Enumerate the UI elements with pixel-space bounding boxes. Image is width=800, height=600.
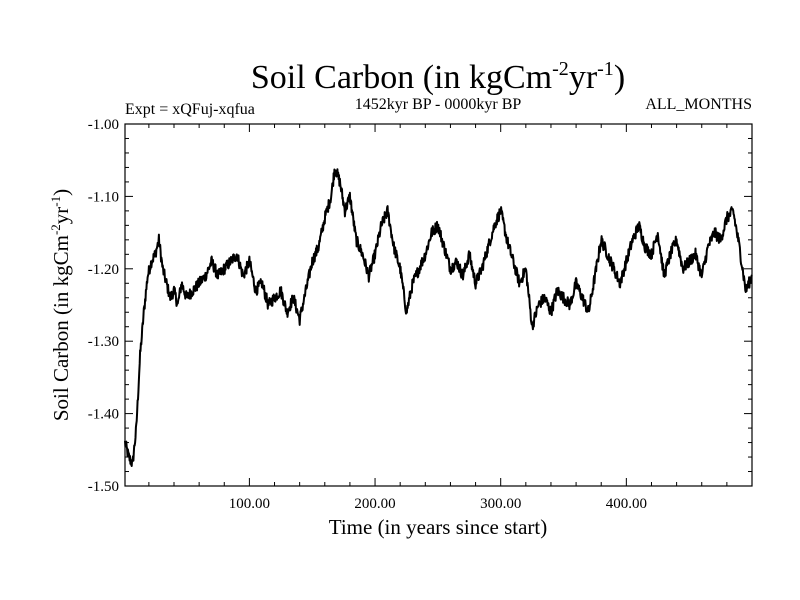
plot-frame [124, 123, 753, 487]
x-tick-label: 200.00 [354, 496, 395, 512]
y-tick-label: -1.20 [88, 262, 119, 278]
y-tick-label: -1.00 [88, 117, 119, 133]
y-axis: -1.50 -1.40 -1.30 -1.20 -1.10 -1.00 [88, 117, 752, 495]
soil-carbon-series-line [124, 168, 753, 467]
y-axis-title: Soil Carbon (in kgCm-2yr-1) [48, 189, 73, 421]
x-tick-label: 100.00 [229, 496, 270, 512]
months-label: ALL_MONTHS [645, 96, 752, 113]
experiment-label: Expt = xQFuj-xqfua [125, 101, 255, 118]
y-tick-label: -1.50 [88, 479, 119, 495]
y-tick-label: -1.30 [88, 334, 119, 350]
x-tick-label: 300.00 [480, 496, 521, 512]
x-axis-title: Time (in years since start) [329, 515, 548, 539]
chart-title: Soil Carbon (in kgCm-2yr-1) [251, 58, 625, 96]
y-tick-label: -1.40 [88, 407, 119, 423]
y-tick-label: -1.10 [88, 189, 119, 205]
x-tick-label: 400.00 [606, 496, 647, 512]
x-axis: 100.00 200.00 300.00 400.00 [148, 124, 728, 512]
period-label: 1452kyr BP - 0000kyr BP [355, 96, 522, 113]
